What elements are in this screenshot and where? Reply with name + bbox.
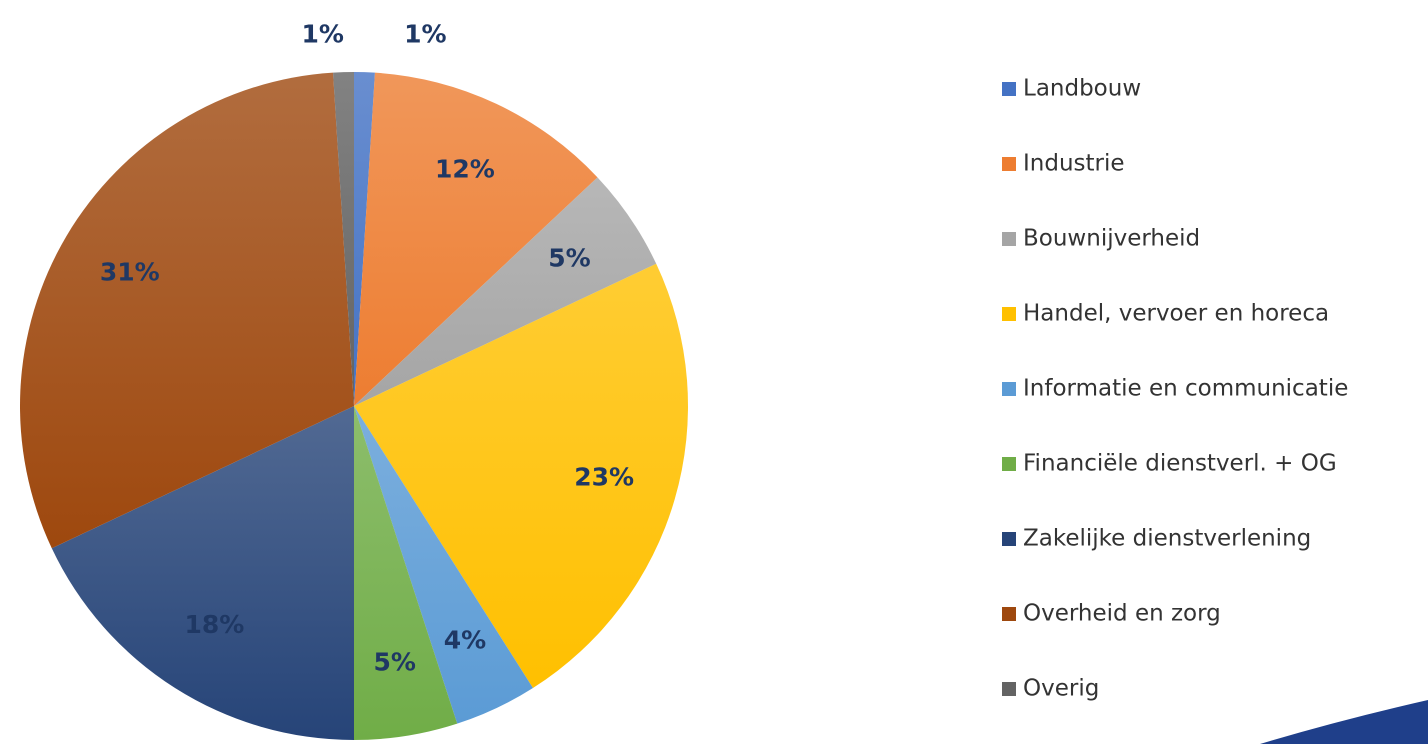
legend-label: Informatie en communicatie (1023, 376, 1348, 402)
legend-label: Overheid en zorg (1023, 601, 1221, 627)
pie-slice (354, 177, 657, 406)
pie-slice (51, 406, 354, 740)
legend-swatch (1002, 382, 1016, 396)
pie-slice (20, 72, 355, 549)
pie-slice (333, 72, 354, 406)
pie-slice (354, 406, 458, 740)
legend-label: Zakelijke dienstverlening (1023, 526, 1311, 552)
data-label: 23% (574, 463, 634, 492)
legend-label: Bouwnijverheid (1023, 226, 1200, 252)
legend-swatch (1002, 682, 1016, 696)
data-label: 18% (184, 610, 244, 639)
pie-slice (354, 263, 688, 689)
data-label: 5% (548, 244, 590, 273)
legend-swatch (1002, 307, 1016, 321)
legend-swatch (1002, 232, 1016, 246)
legend-swatch (1002, 157, 1016, 171)
data-label: 4% (444, 626, 486, 655)
pie-slice (354, 406, 533, 724)
legend-swatch (1002, 607, 1016, 621)
legend-label: Industrie (1023, 151, 1125, 177)
data-label: 1% (404, 19, 446, 48)
legend-label: Handel, vervoer en horeca (1023, 301, 1329, 327)
data-label: 1% (301, 19, 343, 48)
data-label: 5% (374, 647, 416, 676)
data-label: 12% (435, 154, 495, 183)
pie-slice (354, 72, 598, 407)
legend-swatch (1002, 457, 1016, 471)
data-label: 31% (100, 257, 160, 286)
legend-label: Landbouw (1023, 76, 1141, 102)
pie-slice (354, 72, 375, 406)
decoration (1260, 700, 1428, 744)
legend-label: Financiële dienstverl. + OG (1023, 451, 1337, 477)
legend-label: Overig (1023, 676, 1099, 702)
legend-swatch (1002, 532, 1016, 546)
legend-swatch (1002, 82, 1016, 96)
